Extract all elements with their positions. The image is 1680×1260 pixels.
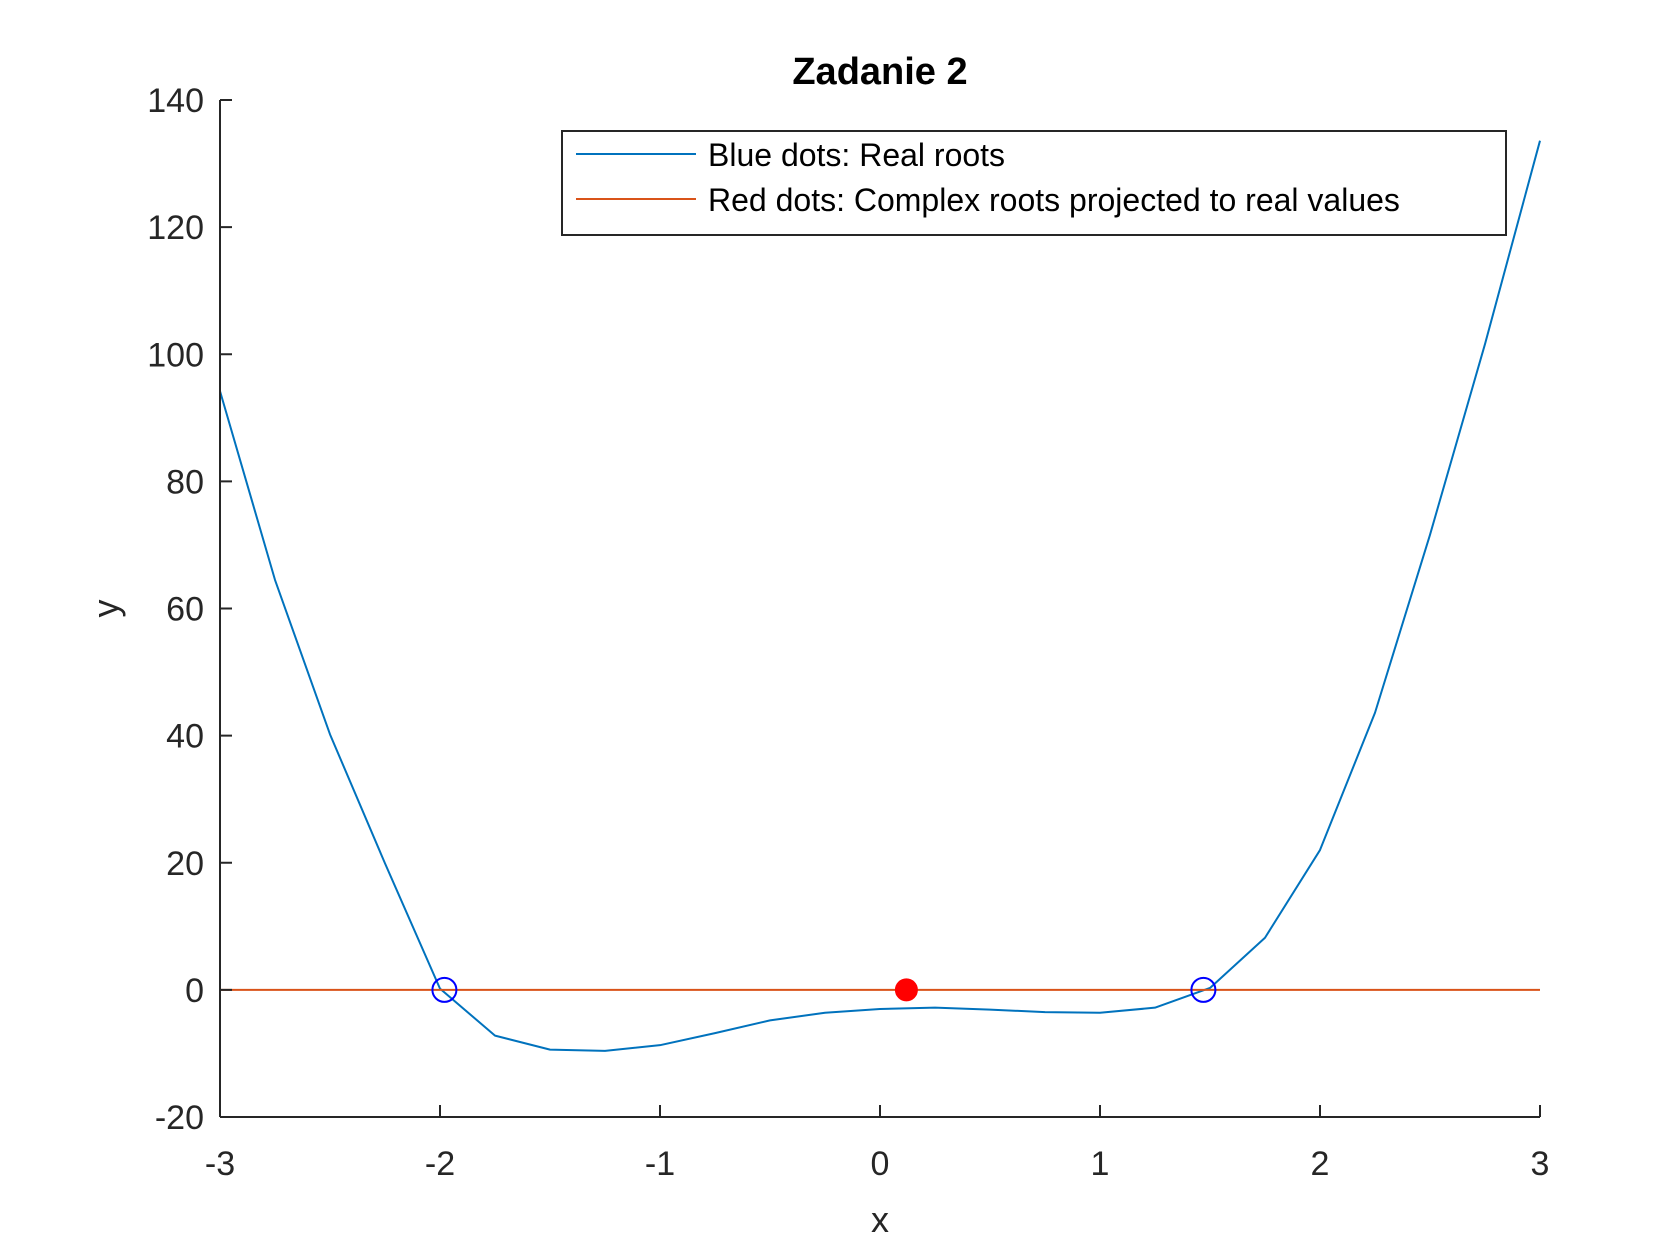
x-tick-label: 0 [871,1145,890,1183]
x-tick-label: -1 [645,1145,675,1183]
chart-title: Zadanie 2 [792,51,967,93]
x-tick-label: -2 [425,1145,455,1183]
plot-area [219,140,1541,1052]
y-axis-label: y [85,600,126,618]
x-axis-label: x [871,1199,889,1240]
legend-label-real-roots: Blue dots: Real roots [708,137,1005,173]
series-line-real-roots [219,140,1541,1052]
x-tick-label: -3 [205,1145,235,1183]
y-tick-label: 60 [166,591,204,629]
legend-box [561,130,1507,236]
complex-root-marker [894,978,918,1002]
y-tick-label: 120 [147,209,204,247]
x-axis-ticks: -3 -2 -1 0 1 2 3 [205,1105,1550,1183]
y-tick-label: -20 [155,1099,204,1137]
legend-label-complex-roots: Red dots: Complex roots projected to rea… [708,182,1400,218]
y-tick-label: 40 [166,718,204,756]
series-layer [219,140,1541,1052]
y-tick-label: 100 [147,336,204,374]
axes: -3 -2 -1 0 1 2 3 -20 0 20 40 60 80 100 120 140 [147,82,1549,1183]
y-tick-label: 0 [185,972,204,1010]
real-root-marker [431,976,458,1003]
y-tick-label: 80 [166,463,204,501]
y-tick-label: 20 [166,845,204,883]
legend: Blue dots: Real roots Red dots: Complex … [561,130,1507,236]
x-tick-label: 1 [1091,1145,1110,1183]
x-tick-label: 2 [1311,1145,1330,1183]
real-root-marker [1190,976,1217,1003]
y-axis-ticks: -20 0 20 40 60 80 100 120 140 [147,82,232,1137]
y-tick-label: 140 [147,82,204,120]
marker-layer [431,976,1217,1003]
x-tick-label: 3 [1531,1145,1550,1183]
